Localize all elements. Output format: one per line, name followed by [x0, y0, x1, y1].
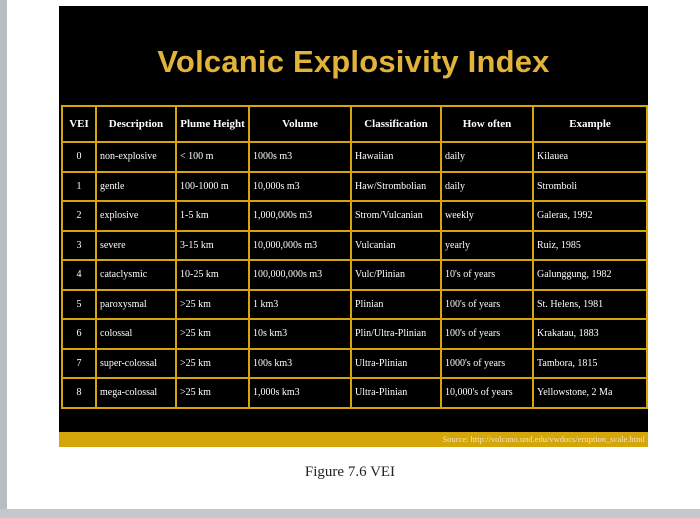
cell-plume-height: 3-15 km [175, 229, 250, 261]
table-row: 8 mega-colossal >25 km 1,000s km3 Ultra-… [61, 377, 648, 409]
slide-black-panel: Volcanic Explosivity Index VEI Descripti… [59, 6, 648, 432]
cell-how-often: 10,000's of years [440, 377, 534, 409]
cell-vei: 7 [61, 347, 97, 379]
cell-example: Galunggung, 1982 [532, 259, 648, 291]
cell-example: St. Helens, 1981 [532, 288, 648, 320]
figure-caption: Figure 7.6 VEI [304, 464, 396, 480]
cell-plume-height: >25 km [175, 377, 250, 409]
table-row: 7 super-colossal >25 km 100s km3 Ultra-P… [61, 347, 648, 379]
cell-description: gentle [95, 170, 177, 202]
cell-example: Galeras, 1992 [532, 200, 648, 232]
header-vei: VEI [61, 105, 97, 143]
cell-volume: 1,000s km3 [248, 377, 352, 409]
cell-vei: 5 [61, 288, 97, 320]
vei-slide-image: Volcanic Explosivity Index VEI Descripti… [59, 6, 648, 447]
header-example: Example [532, 105, 648, 143]
cell-classification: Vulcanian [350, 229, 442, 261]
cell-how-often: 1000's of years [440, 347, 534, 379]
cell-how-often: 10's of years [440, 259, 534, 291]
cell-example: Tambora, 1815 [532, 347, 648, 379]
cell-how-often: 100's of years [440, 288, 534, 320]
cell-description: super-colossal [95, 347, 177, 379]
cell-description: cataclysmic [95, 259, 177, 291]
source-citation: Source: http://volcano.und.edu/vwdocs/er… [442, 434, 645, 444]
cell-plume-height: 10-25 km [175, 259, 250, 291]
header-classification: Classification [350, 105, 442, 143]
table-body: 0 non-explosive < 100 m 1000s m3 Hawaiia… [61, 141, 648, 409]
cell-classification: Plinian [350, 288, 442, 320]
cell-how-often: daily [440, 170, 534, 202]
header-plume-height: Plume Height [175, 105, 250, 143]
cell-how-often: yearly [440, 229, 534, 261]
table-row: 4 cataclysmic 10-25 km 100,000,000s m3 V… [61, 259, 648, 291]
cell-how-often: daily [440, 141, 534, 173]
cell-example: Ruiz, 1985 [532, 229, 648, 261]
cell-classification: Ultra-Plinian [350, 347, 442, 379]
table-row: 6 colossal >25 km 10s km3 Plin/Ultra-Pli… [61, 318, 648, 350]
cell-plume-height: >25 km [175, 288, 250, 320]
cell-vei: 2 [61, 200, 97, 232]
cell-how-often: weekly [440, 200, 534, 232]
table-row: 1 gentle 100-1000 m 10,000s m3 Haw/Strom… [61, 170, 648, 202]
cell-classification: Hawaiian [350, 141, 442, 173]
table-row: 5 paroxysmal >25 km 1 km3 Plinian 100's … [61, 288, 648, 320]
cell-volume: 1 km3 [248, 288, 352, 320]
slide-title: Volcanic Explosivity Index [157, 44, 550, 79]
cell-classification: Plin/Ultra-Plinian [350, 318, 442, 350]
cell-vei: 0 [61, 141, 97, 173]
header-how-often: How often [440, 105, 534, 143]
cell-example: Kilauea [532, 141, 648, 173]
bottom-window-edge [0, 509, 700, 518]
cell-vei: 8 [61, 377, 97, 409]
cell-volume: 1000s m3 [248, 141, 352, 173]
cell-volume: 10,000,000s m3 [248, 229, 352, 261]
left-window-edge [0, 0, 7, 518]
cell-vei: 1 [61, 170, 97, 202]
cell-plume-height: 1-5 km [175, 200, 250, 232]
cell-example: Krakatau, 1883 [532, 318, 648, 350]
cell-volume: 10s km3 [248, 318, 352, 350]
cell-vei: 6 [61, 318, 97, 350]
table-row: 2 explosive 1-5 km 1,000,000s m3 Strom/V… [61, 200, 648, 232]
cell-plume-height: 100-1000 m [175, 170, 250, 202]
cell-plume-height: >25 km [175, 318, 250, 350]
cell-description: paroxysmal [95, 288, 177, 320]
cell-volume: 1,000,000s m3 [248, 200, 352, 232]
cell-how-often: 100's of years [440, 318, 534, 350]
cell-volume: 100s km3 [248, 347, 352, 379]
cell-vei: 4 [61, 259, 97, 291]
cell-volume: 10,000s m3 [248, 170, 352, 202]
cell-volume: 100,000,000s m3 [248, 259, 352, 291]
cell-vei: 3 [61, 229, 97, 261]
cell-description: non-explosive [95, 141, 177, 173]
cell-plume-height: >25 km [175, 347, 250, 379]
cell-description: explosive [95, 200, 177, 232]
cell-example: Yellowstone, 2 Ma [532, 377, 648, 409]
cell-example: Stromboli [532, 170, 648, 202]
table-header-row: VEI Description Plume Height Volume Clas… [61, 105, 648, 143]
table-row: 0 non-explosive < 100 m 1000s m3 Hawaiia… [61, 141, 648, 173]
vei-table: VEI Description Plume Height Volume Clas… [61, 105, 648, 409]
cell-classification: Ultra-Plinian [350, 377, 442, 409]
cell-description: mega-colossal [95, 377, 177, 409]
cell-description: severe [95, 229, 177, 261]
cell-classification: Haw/Strombolian [350, 170, 442, 202]
cell-description: colossal [95, 318, 177, 350]
cell-classification: Vulc/Plinian [350, 259, 442, 291]
table-row: 3 severe 3-15 km 10,000,000s m3 Vulcania… [61, 229, 648, 261]
cell-plume-height: < 100 m [175, 141, 250, 173]
header-volume: Volume [248, 105, 352, 143]
header-description: Description [95, 105, 177, 143]
cell-classification: Strom/Vulcanian [350, 200, 442, 232]
